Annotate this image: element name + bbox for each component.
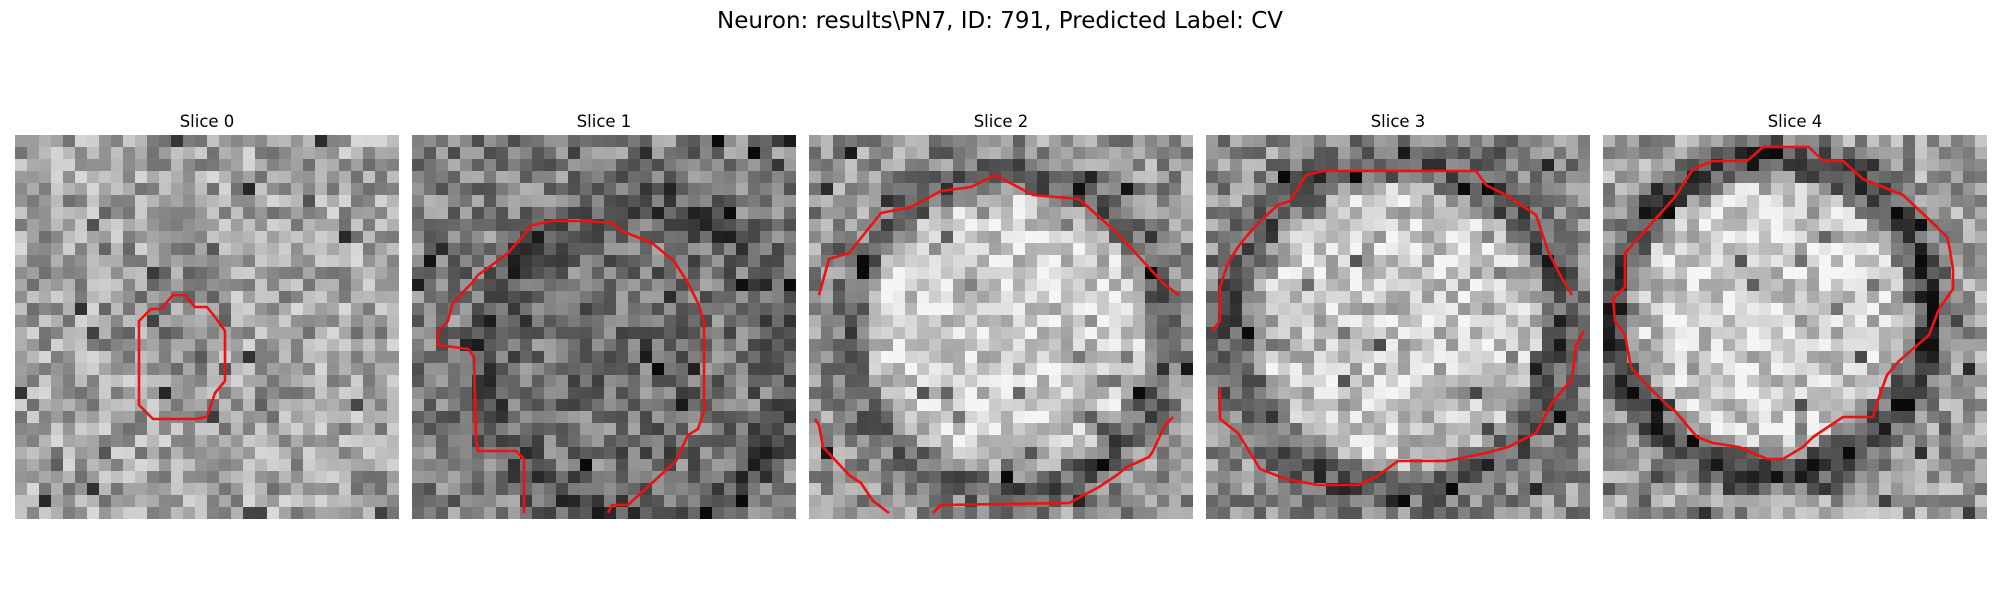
grayscale-texture	[809, 135, 1193, 519]
slice-image	[1206, 135, 1590, 519]
slice-image	[1603, 135, 1987, 519]
slice-panel-3: Slice 3	[1206, 110, 1590, 519]
segmentation-contour	[813, 418, 890, 515]
slice-panel-1: Slice 1	[412, 110, 796, 519]
segmentation-contour	[1611, 145, 1955, 461]
segmentation-contour	[817, 173, 1180, 297]
grayscale-texture	[412, 135, 796, 519]
slice-panel-2: Slice 2	[809, 110, 1193, 519]
slice-title: Slice 0	[179, 112, 235, 131]
slice-panel-4: Slice 4	[1603, 110, 1987, 519]
slice-image	[809, 135, 1193, 519]
segmentation-contour	[1210, 169, 1574, 332]
segmentation-contour	[1218, 330, 1586, 487]
slice-image	[15, 135, 399, 519]
slice-title: Slice 4	[1767, 112, 1823, 131]
slice-image	[412, 135, 796, 519]
segmentation-contour	[932, 416, 1174, 514]
slice-title: Slice 1	[576, 112, 632, 131]
segmentation-contour	[137, 293, 227, 421]
grayscale-texture	[15, 135, 399, 519]
figure-title: Neuron: results\PN7, ID: 791, Predicted …	[717, 8, 1283, 34]
segmentation-contour	[436, 219, 706, 514]
grayscale-texture	[1206, 135, 1590, 519]
slice-title: Slice 3	[1370, 112, 1426, 131]
slice-title: Slice 2	[973, 112, 1029, 131]
slice-panel-0: Slice 0	[15, 110, 399, 519]
grayscale-texture	[1603, 135, 1987, 519]
